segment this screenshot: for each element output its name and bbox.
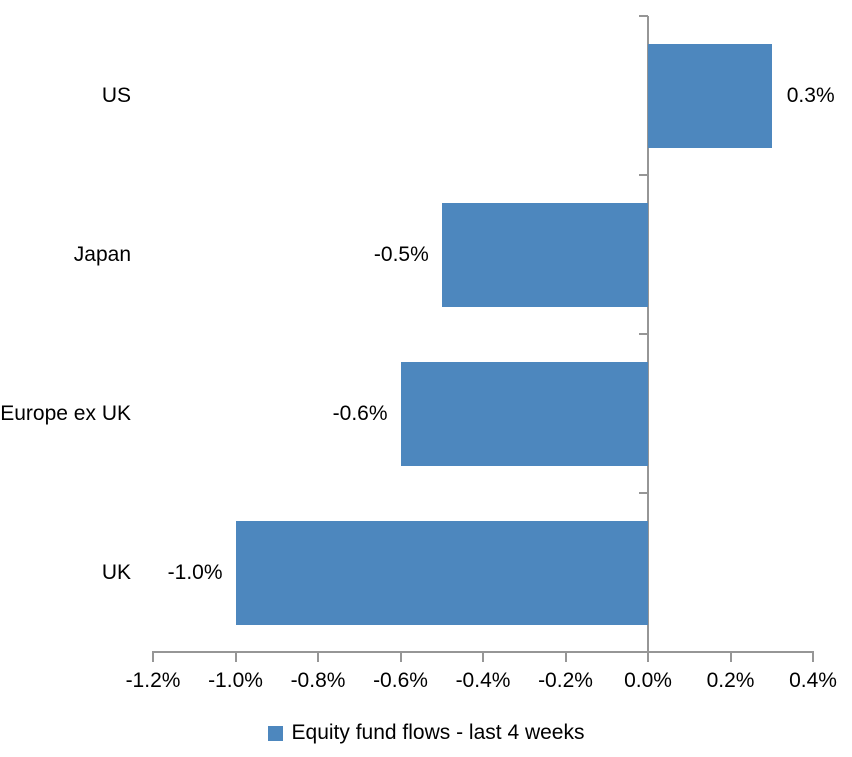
- x-tick: [399, 651, 402, 662]
- x-tick-label: -0.8%: [290, 669, 346, 692]
- data-label-uk: -1.0%: [167, 560, 223, 584]
- category-label-japan: Japan: [73, 242, 131, 266]
- y-tick: [639, 651, 648, 653]
- bar-us: [648, 43, 772, 148]
- x-tick-label: 0.0%: [624, 669, 672, 692]
- x-tick: [647, 651, 649, 662]
- x-tick: [564, 651, 567, 662]
- category-label-us: US: [101, 83, 131, 107]
- data-label-europe-ex-uk: -0.6%: [332, 401, 388, 425]
- x-tick-label: 0.2%: [706, 669, 755, 692]
- x-tick-label: -0.4%: [455, 669, 511, 692]
- category-label-europe-ex-uk: Europe ex UK: [0, 401, 131, 425]
- x-tick-label: 0.4%: [789, 669, 837, 692]
- x-tick: [317, 651, 319, 662]
- x-tick: [234, 651, 237, 662]
- legend: Equity fund flows - last 4 weeks: [0, 718, 852, 748]
- x-tick: [152, 651, 154, 662]
- y-tick: [639, 492, 648, 494]
- x-tick-label: -1.0%: [208, 669, 263, 692]
- y-tick: [639, 333, 648, 335]
- y-tick: [639, 174, 648, 176]
- zero-axis-line: [647, 16, 649, 661]
- x-tick-label: -0.6%: [373, 669, 428, 692]
- legend-label: Equity fund flows - last 4 weeks: [291, 721, 585, 744]
- x-tick: [482, 651, 484, 662]
- x-tick: [812, 651, 814, 662]
- y-tick: [639, 15, 648, 17]
- bar-europe-ex-uk: [400, 361, 648, 466]
- x-tick-label: -0.2%: [538, 669, 593, 692]
- x-tick: [729, 651, 732, 662]
- category-label-uk: UK: [101, 560, 131, 584]
- bar-uk: [235, 520, 648, 625]
- x-tick-label: -1.2%: [125, 669, 181, 692]
- legend-swatch-icon: [267, 725, 283, 741]
- data-label-us: 0.3%: [786, 83, 835, 107]
- data-label-japan: -0.5%: [373, 242, 429, 266]
- bar-japan: [441, 202, 648, 307]
